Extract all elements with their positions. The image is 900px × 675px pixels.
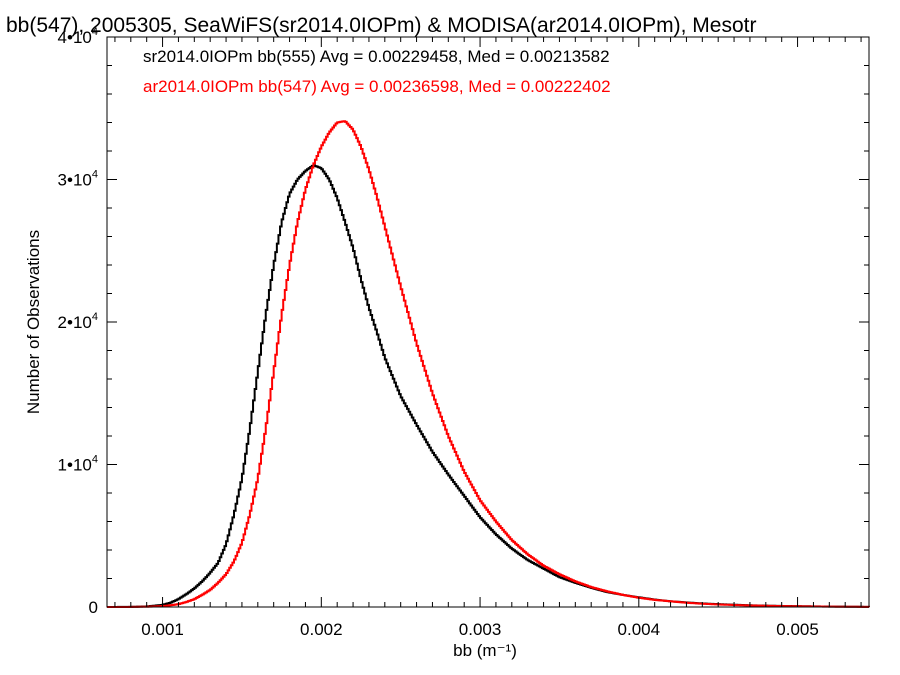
x-tick-label: 0.005 [776,620,819,639]
chart-title: bb(547), 2005305, SeaWiFS(sr2014.0IOPm) … [6,14,756,37]
y-tick-label: 4•104 [58,26,98,47]
series-line-1 [107,164,870,608]
x-tick-label: 0.004 [618,620,661,639]
y-tick-label: 3•104 [58,169,98,190]
x-tick-label: 0.003 [459,620,502,639]
x-axis-ticks: 0.001 0.002 0.003 0.004 0.005 [114,37,862,639]
plot-frame [106,36,870,608]
x-tick-label: 0.002 [300,620,343,639]
x-axis-label: bb (m⁻¹) [453,641,517,660]
series-line-2 [107,120,870,608]
x-tick-label: 0.001 [141,620,184,639]
y-axis-label: Number of Observations [24,230,43,414]
y-tick-label: 0 [89,598,98,617]
y-axis-ticks: 0 1•104 2•104 3•104 4•104 [58,26,869,617]
y-tick-label: 1•104 [58,454,98,475]
y-tick-label: 2•104 [58,311,98,332]
series-group [107,120,870,608]
legend-entry-2: ar2014.0IOPm bb(547) Avg = 0.00236598, M… [143,77,611,96]
legend-entry-1: sr2014.0IOPm bb(555) Avg = 0.00229458, M… [143,47,610,66]
